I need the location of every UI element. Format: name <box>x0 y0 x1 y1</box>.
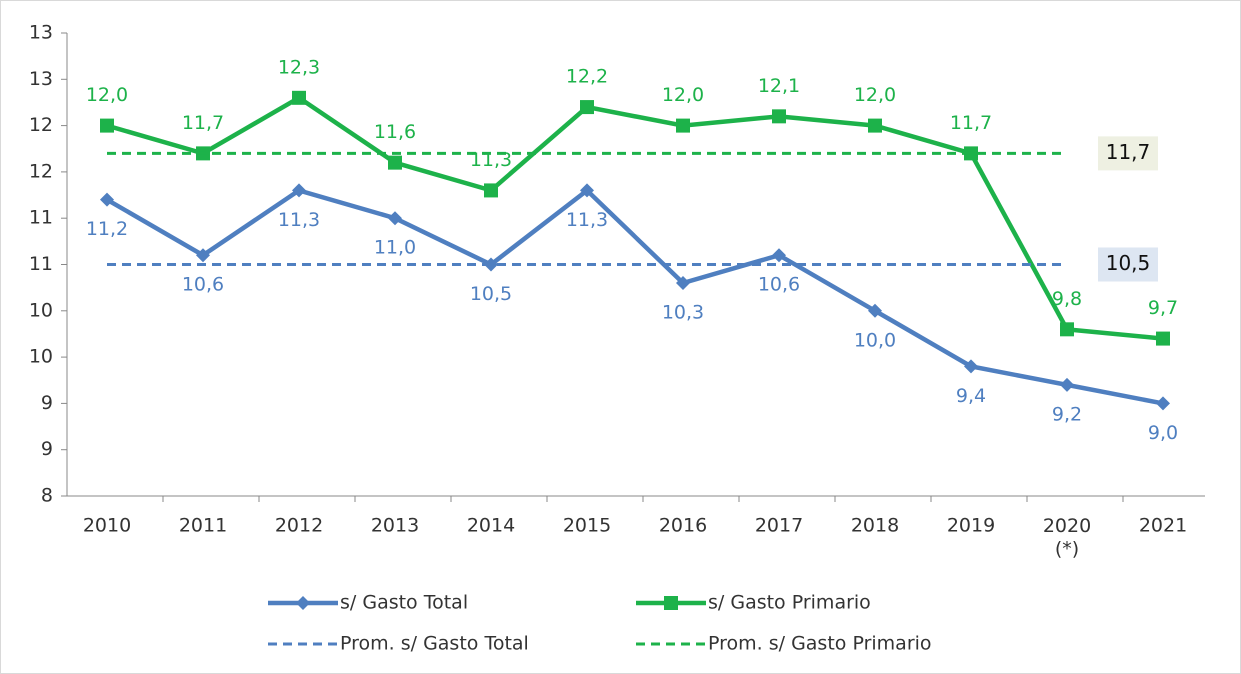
data-label: 12,3 <box>278 56 320 78</box>
legend-marker <box>296 596 310 610</box>
series-line <box>105 187 1164 406</box>
y-tick-label: 13 <box>29 22 53 44</box>
data-label: 11,0 <box>374 237 416 259</box>
x-tick-label: 2014 <box>467 515 515 537</box>
average-label: 11,7 <box>1106 140 1151 164</box>
y-tick-label: 9 <box>41 438 53 460</box>
data-label: 12,0 <box>662 84 704 106</box>
legend-label: Prom. s/ Gasto Primario <box>708 633 932 655</box>
data-label: 11,7 <box>182 112 224 134</box>
y-tick-label: 12 <box>29 160 53 182</box>
x-tick-label: 2010 <box>83 515 131 537</box>
marker <box>100 118 114 133</box>
data-label: 10,6 <box>182 274 224 296</box>
legend-label: Prom. s/ Gasto Total <box>340 633 529 655</box>
data-label: 10,5 <box>470 283 512 305</box>
marker <box>580 100 594 115</box>
marker <box>676 276 690 291</box>
data-label: 12,0 <box>854 84 896 106</box>
marker <box>100 192 114 207</box>
average-label-bg <box>1098 136 1158 171</box>
marker <box>292 183 306 198</box>
data-label: 9,0 <box>1148 422 1178 444</box>
marker <box>1156 331 1170 346</box>
marker <box>868 303 882 318</box>
x-tick-label: 2020 (*) <box>1043 515 1091 560</box>
x-tick-label: 2011 <box>179 515 227 537</box>
x-tick-label: 2017 <box>755 515 803 537</box>
data-label: 11,7 <box>950 112 992 134</box>
x-tick-label: 2015 <box>563 515 611 537</box>
average-label-bg <box>1098 247 1158 282</box>
x-tick-label-line: (*) <box>1055 538 1079 560</box>
marker <box>388 211 402 226</box>
y-tick-label: 10 <box>29 346 53 368</box>
data-label: 9,4 <box>956 385 986 407</box>
marker <box>580 183 594 198</box>
marker <box>1060 377 1074 392</box>
data-label: 9,8 <box>1052 288 1082 310</box>
marker <box>388 155 402 170</box>
data-label: 12,2 <box>566 66 608 88</box>
x-tick-label: 2019 <box>947 515 995 537</box>
marker <box>1060 322 1074 337</box>
data-label: 10,6 <box>758 274 800 296</box>
x-tick-label: 2012 <box>275 515 323 537</box>
data-label: 11,6 <box>374 121 416 143</box>
y-tick-label: 12 <box>29 114 53 136</box>
y-tick-label: 13 <box>29 68 53 90</box>
data-label: 11,3 <box>566 209 608 231</box>
marker <box>676 118 690 133</box>
x-tick-label: 2018 <box>851 515 899 537</box>
data-label: 9,2 <box>1052 403 1082 425</box>
data-label: 11,2 <box>86 218 128 240</box>
marker <box>772 248 786 263</box>
marker <box>292 90 306 105</box>
y-tick-label: 8 <box>41 485 53 507</box>
data-label: 12,0 <box>86 84 128 106</box>
x-tick-label: 2013 <box>371 515 419 537</box>
data-label: 12,1 <box>758 75 800 97</box>
marker <box>868 118 882 133</box>
legend-label: s/ Gasto Primario <box>708 592 871 614</box>
y-tick-label: 11 <box>29 253 53 275</box>
data-label: 11,3 <box>278 209 320 231</box>
data-label: 9,7 <box>1148 297 1178 319</box>
x-tick-label: 2016 <box>659 515 707 537</box>
marker <box>964 359 978 374</box>
legend-label: s/ Gasto Total <box>340 592 468 614</box>
y-tick-label: 10 <box>29 299 53 321</box>
data-label: 10,3 <box>662 302 704 324</box>
series-line <box>106 95 1164 341</box>
x-tick-label: 2021 <box>1139 515 1187 537</box>
average-label: 10,5 <box>1106 251 1151 275</box>
data-label: 10,0 <box>854 329 896 351</box>
y-tick-label: 9 <box>41 392 53 414</box>
y-tick-label: 11 <box>29 207 53 229</box>
marker <box>1156 396 1170 411</box>
marker <box>484 183 498 198</box>
marker <box>196 248 210 263</box>
x-tick-label-line: 2020 <box>1043 515 1091 537</box>
marker <box>772 109 786 124</box>
legend-marker <box>664 596 678 610</box>
